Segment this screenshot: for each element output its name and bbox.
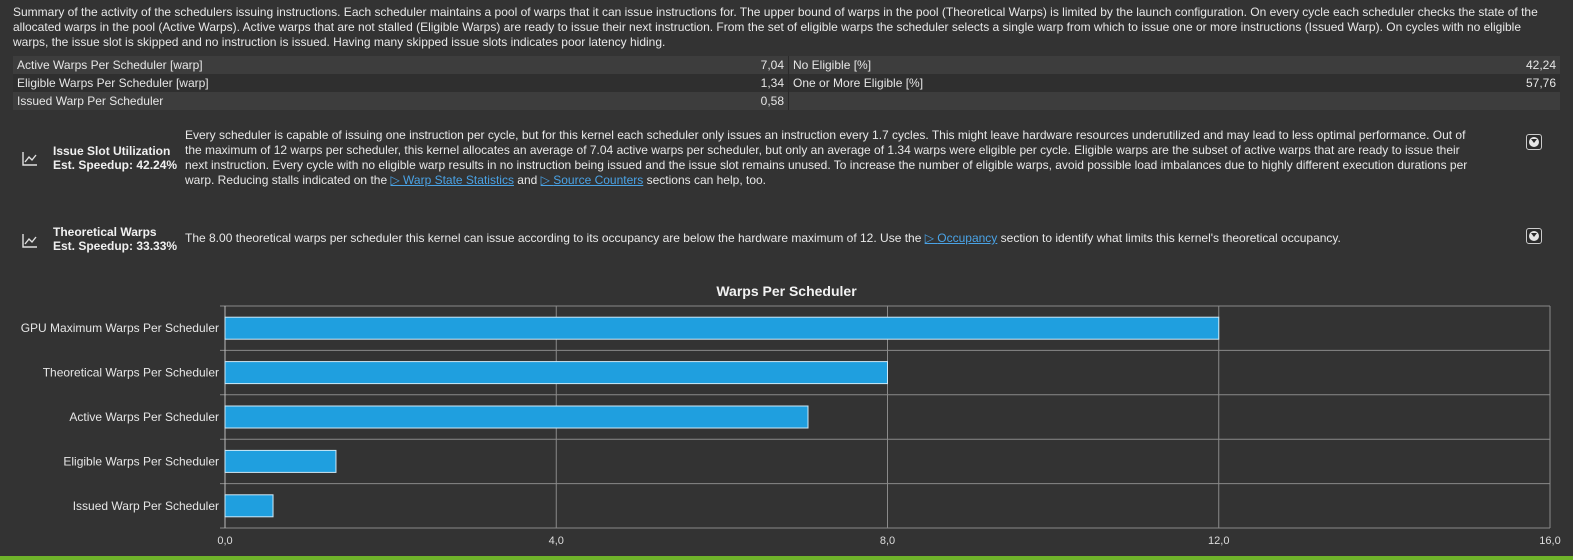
rule-issue-slot-utilization: Issue Slot Utilization Est. Speedup: 42.… (13, 128, 1560, 192)
section-summary: Summary of the activity of the scheduler… (13, 5, 1538, 49)
metrics-row: Active Warps Per Scheduler [warp] 7,04 No… (13, 56, 1560, 74)
metric-label: Eligible Warps Per Scheduler [warp] (17, 76, 209, 90)
warp-state-statistics-link[interactable]: ▷ Warp State Statistics (390, 173, 514, 187)
category-label: Issued Warp Per Scheduler (73, 499, 219, 513)
metric-value: 57,76 (1525, 76, 1556, 90)
chevron-down-icon (1529, 231, 1539, 241)
expand-rule-button[interactable] (1526, 134, 1542, 150)
category-label: GPU Maximum Warps Per Scheduler (21, 321, 219, 335)
metric-label: Issued Warp Per Scheduler (17, 94, 164, 108)
source-counters-link[interactable]: ▷ Source Counters (540, 173, 644, 187)
rule-title-block: Theoretical Warps Est. Speedup: 33.33% (53, 225, 177, 253)
occupancy-link[interactable]: ▷ Occupancy (924, 231, 998, 245)
metrics-row: Issued Warp Per Scheduler 0,58 (13, 92, 1560, 110)
rule-title-block: Issue Slot Utilization Est. Speedup: 42.… (53, 144, 177, 172)
chevron-down-icon (1529, 137, 1539, 147)
metrics-row: Eligible Warps Per Scheduler [warp] 1,34 … (13, 74, 1560, 92)
rule-speedup: Est. Speedup: 42.24% (53, 158, 178, 172)
rule-theoretical-warps: Theoretical Warps Est. Speedup: 33.33% T… (13, 222, 1560, 256)
bar (224, 405, 809, 429)
x-tick-label: 4,0 (549, 535, 564, 547)
rule-body: Every scheduler is capable of issuing on… (185, 128, 1468, 187)
metric-label: No Eligible [%] (793, 58, 872, 72)
metrics-table: Active Warps Per Scheduler [warp] 7,04 No… (13, 56, 1560, 110)
bar (224, 449, 337, 473)
category-label: Theoretical Warps Per Scheduler (43, 366, 219, 380)
x-tick-label: 16,0 (1539, 535, 1560, 547)
metric-value: 7,04 (760, 58, 784, 72)
bar (224, 316, 1220, 340)
x-tick-label: 0,0 (217, 535, 232, 547)
rule-speedup: Est. Speedup: 33.33% (53, 239, 178, 253)
line-chart-icon (22, 234, 37, 248)
x-tick-label: 8,0 (880, 535, 895, 547)
metric-value: 0,58 (760, 94, 784, 108)
metric-label: One or More Eligible [%] (793, 76, 924, 90)
expand-rule-button[interactable] (1526, 228, 1542, 244)
warps-per-scheduler-chart: 0,0 4,0 8,0 12,0 16,0 GPU Maximum Warps Per S… (21, 305, 1561, 547)
metric-label: Active Warps Per Scheduler [warp] (17, 58, 203, 72)
metric-value: 1,34 (760, 76, 784, 90)
category-label: Eligible Warps Per Scheduler (63, 454, 219, 468)
bottom-status-bar (0, 556, 1573, 560)
x-tick-label: 12,0 (1208, 535, 1229, 547)
rule-title: Issue Slot Utilization (53, 144, 171, 158)
bar (224, 494, 274, 518)
rule-body: The 8.00 theoretical warps per scheduler… (185, 231, 1341, 245)
rule-title: Theoretical Warps (53, 225, 157, 239)
line-chart-icon (22, 152, 37, 166)
chart-title: Warps Per Scheduler (716, 283, 857, 299)
metric-value: 42,24 (1525, 58, 1556, 72)
bar (224, 361, 888, 385)
category-label: Active Warps Per Scheduler (69, 410, 219, 424)
